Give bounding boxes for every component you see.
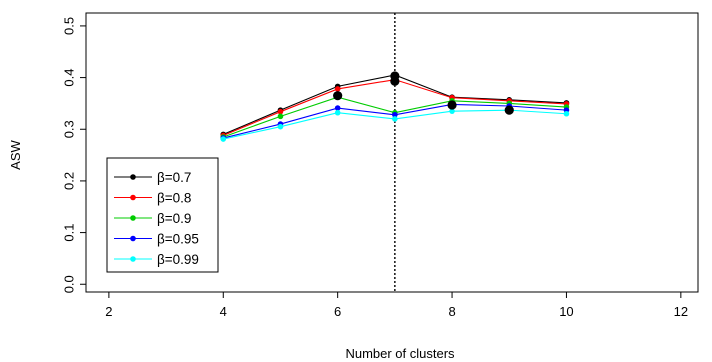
- y-tick-label: 0.3: [61, 120, 76, 138]
- legend-marker: [130, 256, 136, 262]
- data-point: [449, 108, 455, 114]
- legend-label: β=0.95: [157, 232, 199, 247]
- highlight-point: [390, 76, 400, 86]
- highlight-point: [333, 91, 343, 101]
- legend-label: β=0.99: [157, 252, 199, 267]
- data-point: [277, 113, 284, 120]
- legend-marker: [130, 174, 136, 180]
- series-line: [223, 79, 567, 136]
- x-tick-label: 12: [674, 304, 688, 319]
- highlight-point: [447, 100, 457, 110]
- legend: β=0.7 β=0.8 β=0.9 β=0.95 β=0.99: [106, 157, 219, 273]
- x-tick-label: 2: [105, 304, 112, 319]
- data-point: [334, 109, 341, 116]
- data-point: [277, 108, 284, 115]
- data-point: [563, 110, 570, 117]
- plot-frame: [85, 12, 699, 293]
- y-tick-label: 0.2: [61, 172, 76, 190]
- y-tick-label: 0.1: [61, 224, 76, 242]
- data-point: [277, 123, 284, 130]
- x-axis-label: Number of clusters: [345, 346, 455, 361]
- y-tick-label: 0.4: [61, 69, 76, 87]
- x-tick-label: 6: [334, 304, 341, 319]
- x-tick-label: 4: [220, 304, 227, 319]
- legend-marker: [130, 235, 136, 242]
- data-point: [392, 116, 398, 122]
- legend-marker: [130, 194, 136, 201]
- highlight-layer: [333, 71, 514, 115]
- legend-marker: [130, 215, 136, 221]
- x-tick-label: 10: [559, 304, 573, 319]
- legend-label: β=0.9: [157, 211, 191, 226]
- y-tick-label: 0.5: [61, 17, 76, 35]
- highlight-point: [504, 105, 514, 115]
- legend-label: β=0.7: [157, 170, 191, 185]
- axes: 2 4 6 8 10 12 0.0 0.1 0.2 0.3 0.4 0.5: [61, 12, 699, 319]
- data-point: [392, 111, 398, 118]
- x-tick-label: 8: [448, 304, 455, 319]
- data-point: [334, 86, 341, 92]
- legend-label: β=0.8: [157, 191, 191, 206]
- y-axis-label: ASW: [8, 139, 23, 169]
- y-tick-label: 0.0: [61, 275, 76, 293]
- data-point: [220, 136, 227, 142]
- data-point: [334, 105, 341, 111]
